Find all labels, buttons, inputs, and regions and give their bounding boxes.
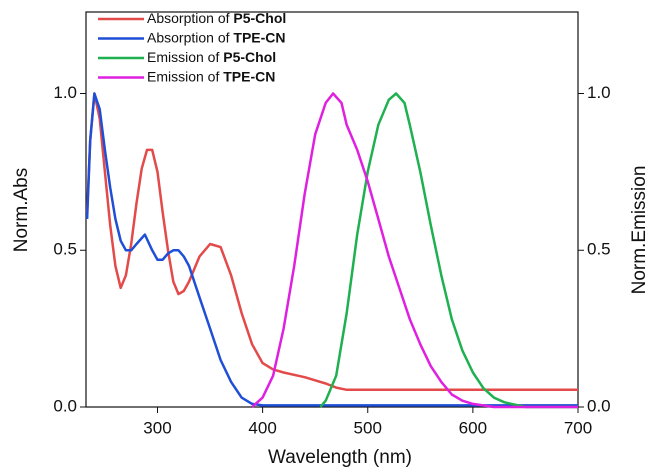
x-tick-label: 300 — [143, 418, 171, 437]
series-line — [85, 92, 578, 407]
y2-tick-label: 1.0 — [587, 83, 611, 102]
y-tick-label: 1.0 — [53, 83, 77, 102]
legend-label: Absorption of P5-Chol — [147, 10, 286, 26]
x-tick-label: 700 — [564, 418, 592, 437]
legend-label: Emission of P5-Chol — [147, 49, 276, 65]
y-tick-label: 0.0 — [53, 396, 77, 415]
y-axis-label: Norm.Abs — [11, 168, 32, 252]
x-axis-label: Wavelength (nm) — [268, 447, 412, 468]
legend-label: Absorption of TPE-CN — [147, 29, 286, 45]
series-line — [251, 92, 578, 409]
y2-tick-label: 0.5 — [587, 240, 611, 259]
y-tick-label: 0.5 — [53, 240, 77, 259]
y2-axis-label: Norm.Emission — [629, 166, 650, 295]
series-line — [85, 92, 578, 392]
x-tick-label: 400 — [248, 418, 276, 437]
series-line — [319, 92, 578, 409]
x-tick-label: 500 — [354, 418, 382, 437]
x-tick-label: 600 — [459, 418, 487, 437]
legend-label: Emission of TPE-CN — [147, 68, 275, 84]
y2-tick-label: 0.0 — [587, 396, 611, 415]
